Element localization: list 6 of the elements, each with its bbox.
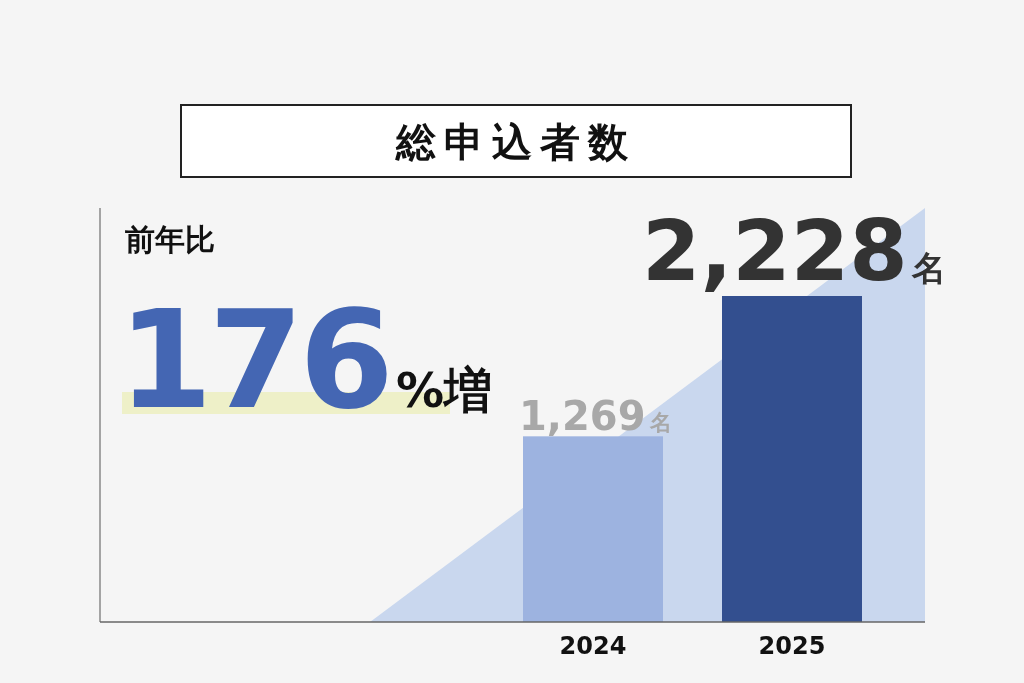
x-tick-label: 2024 <box>559 632 627 660</box>
text: 176%増 <box>118 281 492 439</box>
x-tick-label: 2025 <box>758 632 826 660</box>
text: 前年比 <box>125 222 215 257</box>
data-label: 2,228名 <box>642 202 946 300</box>
chart-title: 総申込者数 <box>395 119 636 165</box>
